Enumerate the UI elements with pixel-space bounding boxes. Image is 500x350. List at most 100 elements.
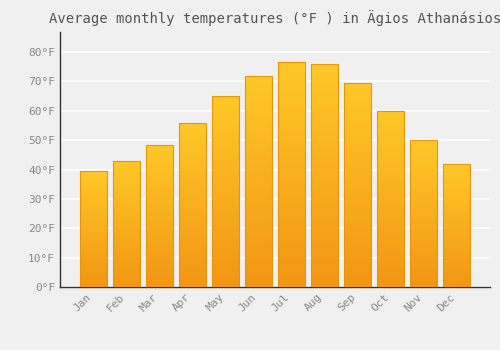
Bar	[410, 140, 438, 287]
Bar	[80, 266, 106, 268]
Bar	[278, 139, 305, 143]
Bar	[112, 161, 140, 163]
Bar	[410, 208, 438, 211]
Bar	[179, 155, 206, 159]
Bar	[112, 186, 140, 189]
Bar	[278, 256, 305, 260]
Bar	[311, 131, 338, 135]
Bar	[245, 274, 272, 279]
Bar	[80, 252, 106, 254]
Bar	[80, 206, 106, 208]
Bar	[410, 211, 438, 214]
Bar	[179, 205, 206, 208]
Bar	[80, 217, 106, 220]
Bar	[311, 86, 338, 91]
Bar	[278, 242, 305, 246]
Bar	[377, 273, 404, 276]
Bar	[146, 213, 173, 216]
Bar	[344, 152, 371, 156]
Bar	[278, 179, 305, 184]
Bar	[344, 189, 371, 193]
Bar	[444, 230, 470, 233]
Bar	[146, 236, 173, 239]
Bar	[410, 158, 438, 161]
Bar	[212, 138, 239, 142]
Bar	[377, 202, 404, 206]
Bar	[311, 282, 338, 287]
Bar	[377, 178, 404, 181]
Bar	[344, 83, 371, 87]
Bar	[278, 94, 305, 98]
Bar	[410, 175, 438, 178]
Bar	[311, 122, 338, 126]
Bar	[146, 145, 173, 287]
Bar	[377, 284, 404, 287]
Bar	[146, 145, 173, 147]
Bar	[311, 158, 338, 162]
Bar	[344, 271, 371, 275]
Bar	[344, 193, 371, 197]
Bar	[245, 249, 272, 253]
Bar	[410, 173, 438, 175]
Bar	[410, 205, 438, 208]
Bar	[344, 144, 371, 148]
Bar	[245, 139, 272, 143]
Bar	[278, 71, 305, 76]
Bar	[80, 278, 106, 280]
Bar	[245, 169, 272, 173]
Bar	[311, 198, 338, 202]
Bar	[212, 191, 239, 195]
Bar	[444, 193, 470, 196]
Bar	[179, 185, 206, 188]
Bar	[444, 252, 470, 255]
Bar	[245, 279, 272, 283]
Bar	[377, 252, 404, 255]
Bar	[377, 259, 404, 262]
Bar	[410, 240, 438, 243]
Bar	[444, 225, 470, 228]
Bar	[344, 250, 371, 254]
Bar	[179, 274, 206, 277]
Bar	[146, 279, 173, 281]
Bar	[311, 224, 338, 229]
Bar	[245, 186, 272, 190]
Bar	[112, 214, 140, 216]
Bar	[146, 281, 173, 284]
Bar	[80, 238, 106, 240]
Bar	[410, 178, 438, 181]
Bar	[80, 285, 106, 287]
Bar	[344, 201, 371, 205]
Bar	[80, 234, 106, 236]
Bar	[112, 168, 140, 171]
Bar	[278, 246, 305, 251]
Bar	[179, 211, 206, 215]
Bar	[179, 202, 206, 205]
Bar	[444, 265, 470, 267]
Bar	[80, 224, 106, 227]
Bar	[410, 234, 438, 237]
Bar	[179, 139, 206, 142]
Bar	[112, 161, 140, 287]
Bar	[444, 169, 470, 171]
Bar	[377, 231, 404, 234]
Bar	[344, 205, 371, 209]
Bar	[311, 73, 338, 77]
Bar	[311, 206, 338, 211]
Bar	[179, 261, 206, 264]
Bar	[245, 135, 272, 139]
Bar	[80, 275, 106, 278]
Bar	[80, 210, 106, 213]
Bar	[377, 220, 404, 224]
Bar	[377, 111, 404, 114]
Bar	[278, 184, 305, 188]
Bar	[146, 259, 173, 261]
Bar	[80, 268, 106, 271]
Bar	[146, 202, 173, 204]
Bar	[245, 164, 272, 169]
Bar	[278, 152, 305, 157]
Bar	[344, 136, 371, 140]
Bar	[410, 231, 438, 234]
Bar	[179, 188, 206, 191]
Bar	[410, 196, 438, 199]
Bar	[245, 257, 272, 262]
